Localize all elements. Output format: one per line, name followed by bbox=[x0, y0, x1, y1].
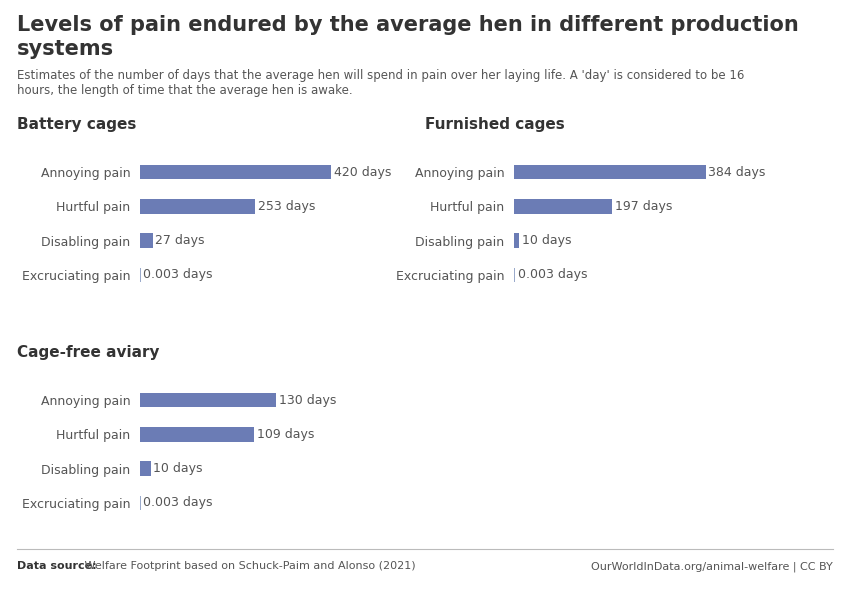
Text: Levels of pain endured by the average hen in different production: Levels of pain endured by the average he… bbox=[17, 15, 799, 35]
Text: 10 days: 10 days bbox=[153, 462, 202, 475]
Bar bbox=[140, 233, 152, 248]
Text: Our World: Our World bbox=[752, 23, 812, 33]
Text: Data source:: Data source: bbox=[17, 561, 97, 571]
Text: 384 days: 384 days bbox=[708, 166, 766, 179]
Text: Battery cages: Battery cages bbox=[17, 117, 136, 132]
Bar bbox=[140, 165, 332, 179]
Text: 420 days: 420 days bbox=[334, 166, 391, 179]
Text: in Data: in Data bbox=[761, 47, 803, 57]
Text: 253 days: 253 days bbox=[258, 200, 315, 213]
Text: 109 days: 109 days bbox=[257, 428, 314, 441]
Bar bbox=[514, 165, 706, 179]
Bar bbox=[514, 199, 612, 214]
Text: OurWorldInData.org/animal-welfare | CC BY: OurWorldInData.org/animal-welfare | CC B… bbox=[592, 561, 833, 571]
Text: 0.003 days: 0.003 days bbox=[144, 268, 212, 281]
Text: 130 days: 130 days bbox=[279, 394, 336, 407]
Bar bbox=[140, 461, 150, 476]
Bar bbox=[514, 233, 519, 248]
Text: Welfare Footprint based on Schuck-Paim and Alonso (2021): Welfare Footprint based on Schuck-Paim a… bbox=[81, 561, 416, 571]
Text: systems: systems bbox=[17, 39, 114, 59]
Text: 0.003 days: 0.003 days bbox=[144, 496, 212, 509]
Bar bbox=[140, 199, 255, 214]
Text: Cage-free aviary: Cage-free aviary bbox=[17, 345, 160, 360]
Text: Furnished cages: Furnished cages bbox=[425, 117, 564, 132]
Text: 10 days: 10 days bbox=[522, 234, 571, 247]
Text: 0.003 days: 0.003 days bbox=[518, 268, 587, 281]
Bar bbox=[140, 427, 254, 442]
Text: 27 days: 27 days bbox=[155, 234, 205, 247]
Bar bbox=[140, 393, 276, 407]
Text: 197 days: 197 days bbox=[615, 200, 672, 213]
Text: Estimates of the number of days that the average hen will spend in pain over her: Estimates of the number of days that the… bbox=[17, 69, 745, 97]
